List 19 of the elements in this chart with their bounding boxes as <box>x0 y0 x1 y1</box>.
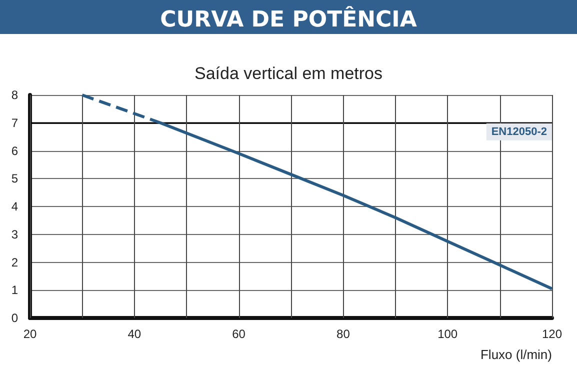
chart-subtitle: Saída vertical em metros <box>194 64 383 83</box>
y-tick-label: 5 <box>11 172 18 186</box>
y-tick-label: 4 <box>11 200 18 214</box>
y-tick-label: 8 <box>11 88 18 102</box>
ref-line-label: EN12050-2 <box>491 126 547 138</box>
y-tick-label: 1 <box>11 283 18 298</box>
x-tick-label: 80 <box>336 327 350 341</box>
y-tick-label: 7 <box>11 116 18 130</box>
x-tick-label: 100 <box>438 327 458 341</box>
x-tick-label: 60 <box>232 327 246 341</box>
y-tick-label: 3 <box>11 227 18 242</box>
x-tick-label: 120 <box>542 327 562 341</box>
y-tick-label: 6 <box>11 144 18 158</box>
x-tick-label: 40 <box>128 327 142 341</box>
y-tick-label: 0 <box>11 311 18 325</box>
chart-title: CURVA DE POTÊNCIA <box>160 6 417 32</box>
x-tick-label: 20 <box>23 327 37 341</box>
x-axis-title: Fluxo (l/min) <box>480 347 552 362</box>
y-tick-label: 2 <box>11 255 18 270</box>
